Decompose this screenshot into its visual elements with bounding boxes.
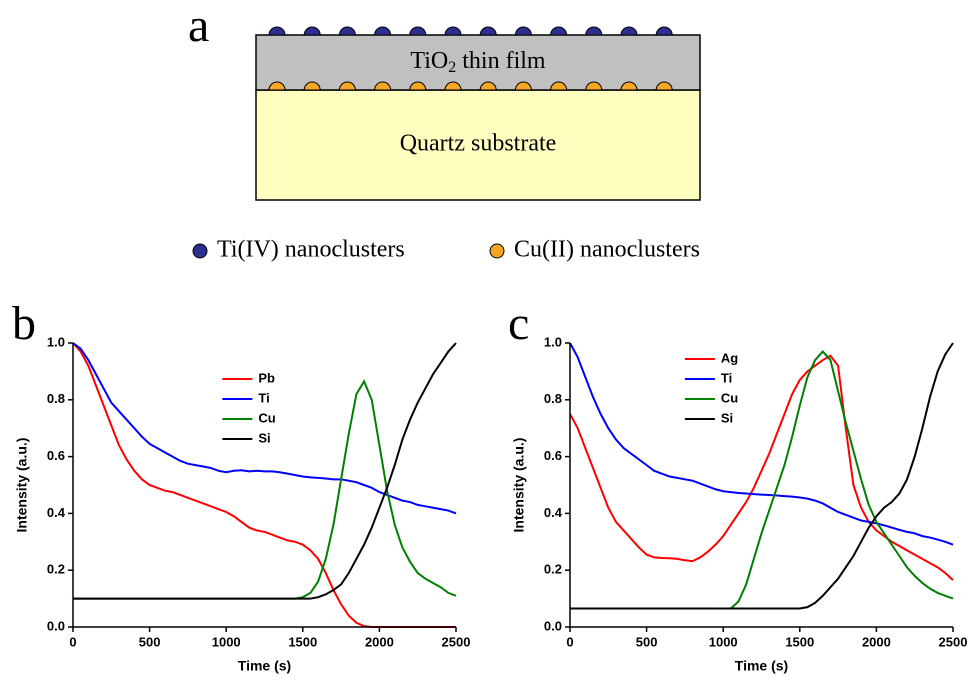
panel-label: c (508, 297, 529, 350)
y-tick-label: 0.4 (544, 505, 563, 520)
x-tick-label: 500 (636, 634, 658, 649)
data-line (570, 342, 954, 610)
x-tick-label: 1000 (212, 634, 241, 649)
film-subscript: 2 (448, 59, 456, 76)
ti-cluster (550, 26, 568, 36)
cu-cluster (479, 81, 497, 91)
x-tick-label: 1500 (785, 634, 814, 649)
data-line (569, 354, 954, 581)
y-axis-title: Intensity (a.u.) (14, 438, 30, 533)
y-tick-label: 0.2 (544, 562, 562, 577)
x-tick-label: 0 (566, 634, 573, 649)
ti-cluster (585, 26, 603, 36)
legend-label: Ti (258, 390, 269, 405)
cu-cluster (514, 81, 532, 91)
chart: b 0.0 0.2 0.4 0.6 0.8 1.0 0 500 1000 1500 2000 2500 T… (12, 297, 470, 674)
x-axis-title: Time (s) (735, 658, 788, 674)
legend-swatch (192, 243, 208, 259)
x-tick-label: 500 (139, 634, 161, 649)
cu-cluster (550, 81, 568, 91)
cu-cluster (409, 81, 427, 91)
chart: c 0.0 0.2 0.4 0.6 0.8 1.0 0 500 1000 1500 2000 2500 T… (508, 297, 967, 674)
y-tick-label: 0.8 (544, 391, 562, 406)
substrate (255, 89, 701, 201)
x-tick-label: 0 (69, 634, 76, 649)
ti-cluster (374, 26, 392, 36)
panel-label: b (12, 297, 36, 350)
film-formula: TiO (410, 48, 448, 74)
y-tick-label: 0.2 (47, 562, 65, 577)
y-tick-label: 0.0 (47, 618, 65, 633)
ti-cluster (303, 26, 321, 36)
legend-label: Ti (721, 370, 732, 385)
data-line (569, 342, 954, 546)
data-line (73, 342, 457, 600)
film-label: TiO2 thin film (410, 48, 545, 76)
film-text: thin film (462, 48, 546, 74)
y-tick-label: 1.0 (544, 334, 562, 349)
cu-cluster (374, 81, 392, 91)
data-line (570, 350, 954, 610)
ti-cluster (655, 26, 673, 36)
legend-label: Si (258, 430, 270, 445)
legend-label: Cu(II) nanoclusters (514, 237, 700, 263)
data-line (72, 342, 457, 515)
ti-cluster (338, 26, 356, 36)
legend-swatch (489, 243, 505, 259)
legend-label: Si (721, 410, 733, 425)
legend-label: Cu (258, 410, 275, 425)
y-axis-title: Intensity (a.u.) (511, 438, 527, 533)
cu-cluster (444, 81, 462, 91)
legend-label: Ti(IV) nanoclusters (217, 237, 405, 263)
y-tick-label: 1.0 (47, 334, 65, 349)
x-axis-title: Time (s) (238, 658, 291, 674)
substrate-label: Quartz substrate (400, 131, 557, 157)
y-tick-label: 0.6 (47, 448, 65, 463)
legend-label: Pb (258, 370, 275, 385)
data-line (72, 342, 456, 628)
cu-cluster (268, 81, 286, 91)
cu-cluster (620, 81, 638, 91)
x-tick-label: 2500 (939, 634, 968, 649)
ti-cluster (268, 26, 286, 36)
film (255, 34, 701, 91)
y-tick-label: 0.6 (544, 448, 562, 463)
x-tick-label: 2000 (365, 634, 394, 649)
cu-cluster (655, 81, 673, 91)
ti-cluster (479, 26, 497, 36)
ti-cluster (444, 26, 462, 36)
cu-cluster (585, 81, 603, 91)
x-tick-label: 1000 (709, 634, 738, 649)
ti-cluster (514, 26, 532, 36)
y-tick-label: 0.0 (544, 618, 562, 633)
schematic: a TiO2 thin film Quartz substrate Ti(IV) … (188, 0, 701, 263)
ti-cluster (620, 26, 638, 36)
ti-cluster (409, 26, 427, 36)
legend-label: Cu (721, 390, 738, 405)
cu-cluster (338, 81, 356, 91)
y-tick-label: 0.8 (47, 391, 65, 406)
x-tick-label: 2000 (862, 634, 891, 649)
panel-label: a (188, 0, 209, 52)
legend-label: Ag (721, 350, 738, 365)
x-tick-label: 2500 (442, 634, 471, 649)
x-tick-label: 1500 (288, 634, 317, 649)
cu-cluster (303, 81, 321, 91)
y-tick-label: 0.4 (47, 505, 66, 520)
